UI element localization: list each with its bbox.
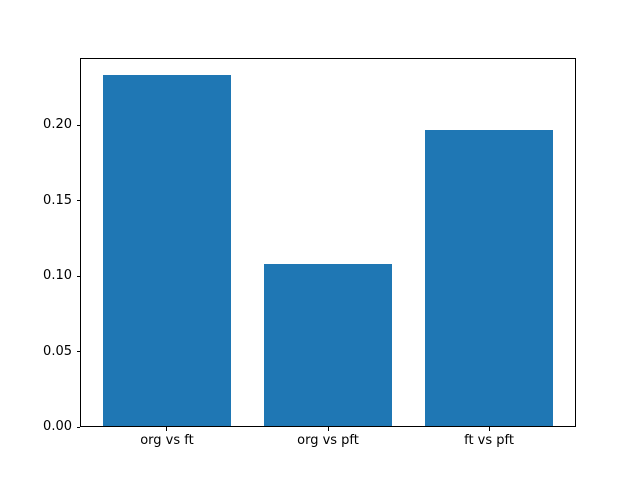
plot-area bbox=[80, 57, 576, 428]
y-tick-label: 0.05 bbox=[43, 343, 72, 359]
bar-org-vs-pft bbox=[263, 264, 393, 428]
bar-org-vs-ft bbox=[102, 75, 232, 428]
x-tick-label-org-vs-pft: org vs pft bbox=[297, 433, 359, 449]
y-tick-label: 0.20 bbox=[43, 117, 72, 133]
x-tick-mark bbox=[488, 427, 490, 431]
y-tick-label: 0.00 bbox=[43, 419, 72, 435]
y-tick-mark bbox=[76, 426, 80, 428]
y-tick-mark bbox=[76, 200, 80, 202]
y-tick-mark bbox=[76, 275, 80, 277]
x-tick-label-org-vs-ft: org vs ft bbox=[140, 433, 194, 449]
x-tick-mark bbox=[327, 427, 329, 431]
y-tick-mark bbox=[76, 351, 80, 353]
x-tick-label-ft-vs-pft: ft vs pft bbox=[464, 433, 514, 449]
y-tick-label: 0.15 bbox=[43, 192, 72, 208]
y-tick-mark bbox=[76, 124, 80, 126]
x-tick-mark bbox=[166, 427, 168, 431]
y-tick-label: 0.10 bbox=[43, 268, 72, 284]
bar-ft-vs-pft bbox=[424, 129, 554, 428]
